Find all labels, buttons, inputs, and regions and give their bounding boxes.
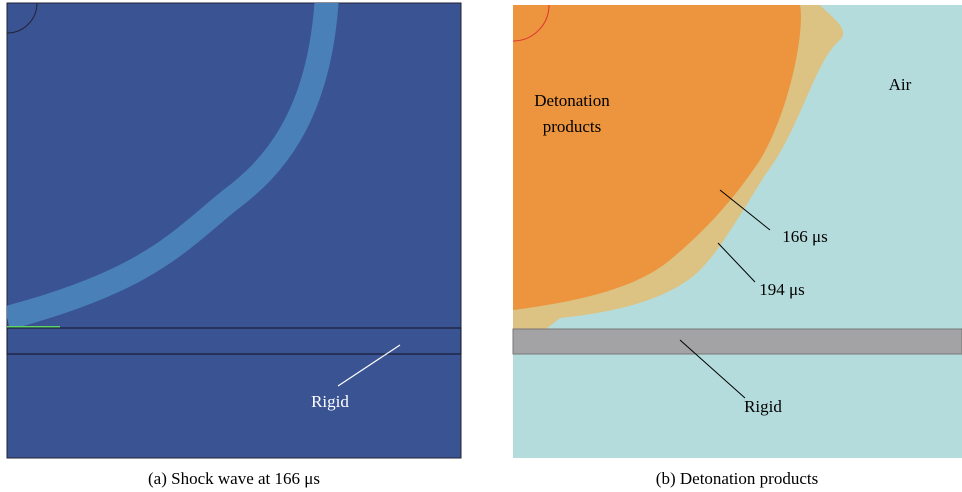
- rigid-block: [513, 329, 962, 354]
- caption: (a) Shock wave at 166 μs: [148, 469, 320, 488]
- label: products: [543, 117, 602, 136]
- label: Rigid: [311, 392, 349, 411]
- field: [7, 3, 461, 458]
- figure: Rigid (a) Shock wave at 166 μs Detonatio…: [0, 0, 962, 492]
- caption: (b) Detonation products: [656, 469, 818, 488]
- label: Detonation: [534, 91, 610, 110]
- label: 194 μs: [759, 280, 804, 299]
- panel-a: Rigid (a) Shock wave at 166 μs: [7, 0, 461, 488]
- label: Rigid: [744, 397, 782, 416]
- label: Air: [889, 75, 912, 94]
- label: 166 μs: [782, 227, 827, 246]
- panel-b: Detonation products Air 166 μs 194 μs Ri…: [513, 5, 962, 488]
